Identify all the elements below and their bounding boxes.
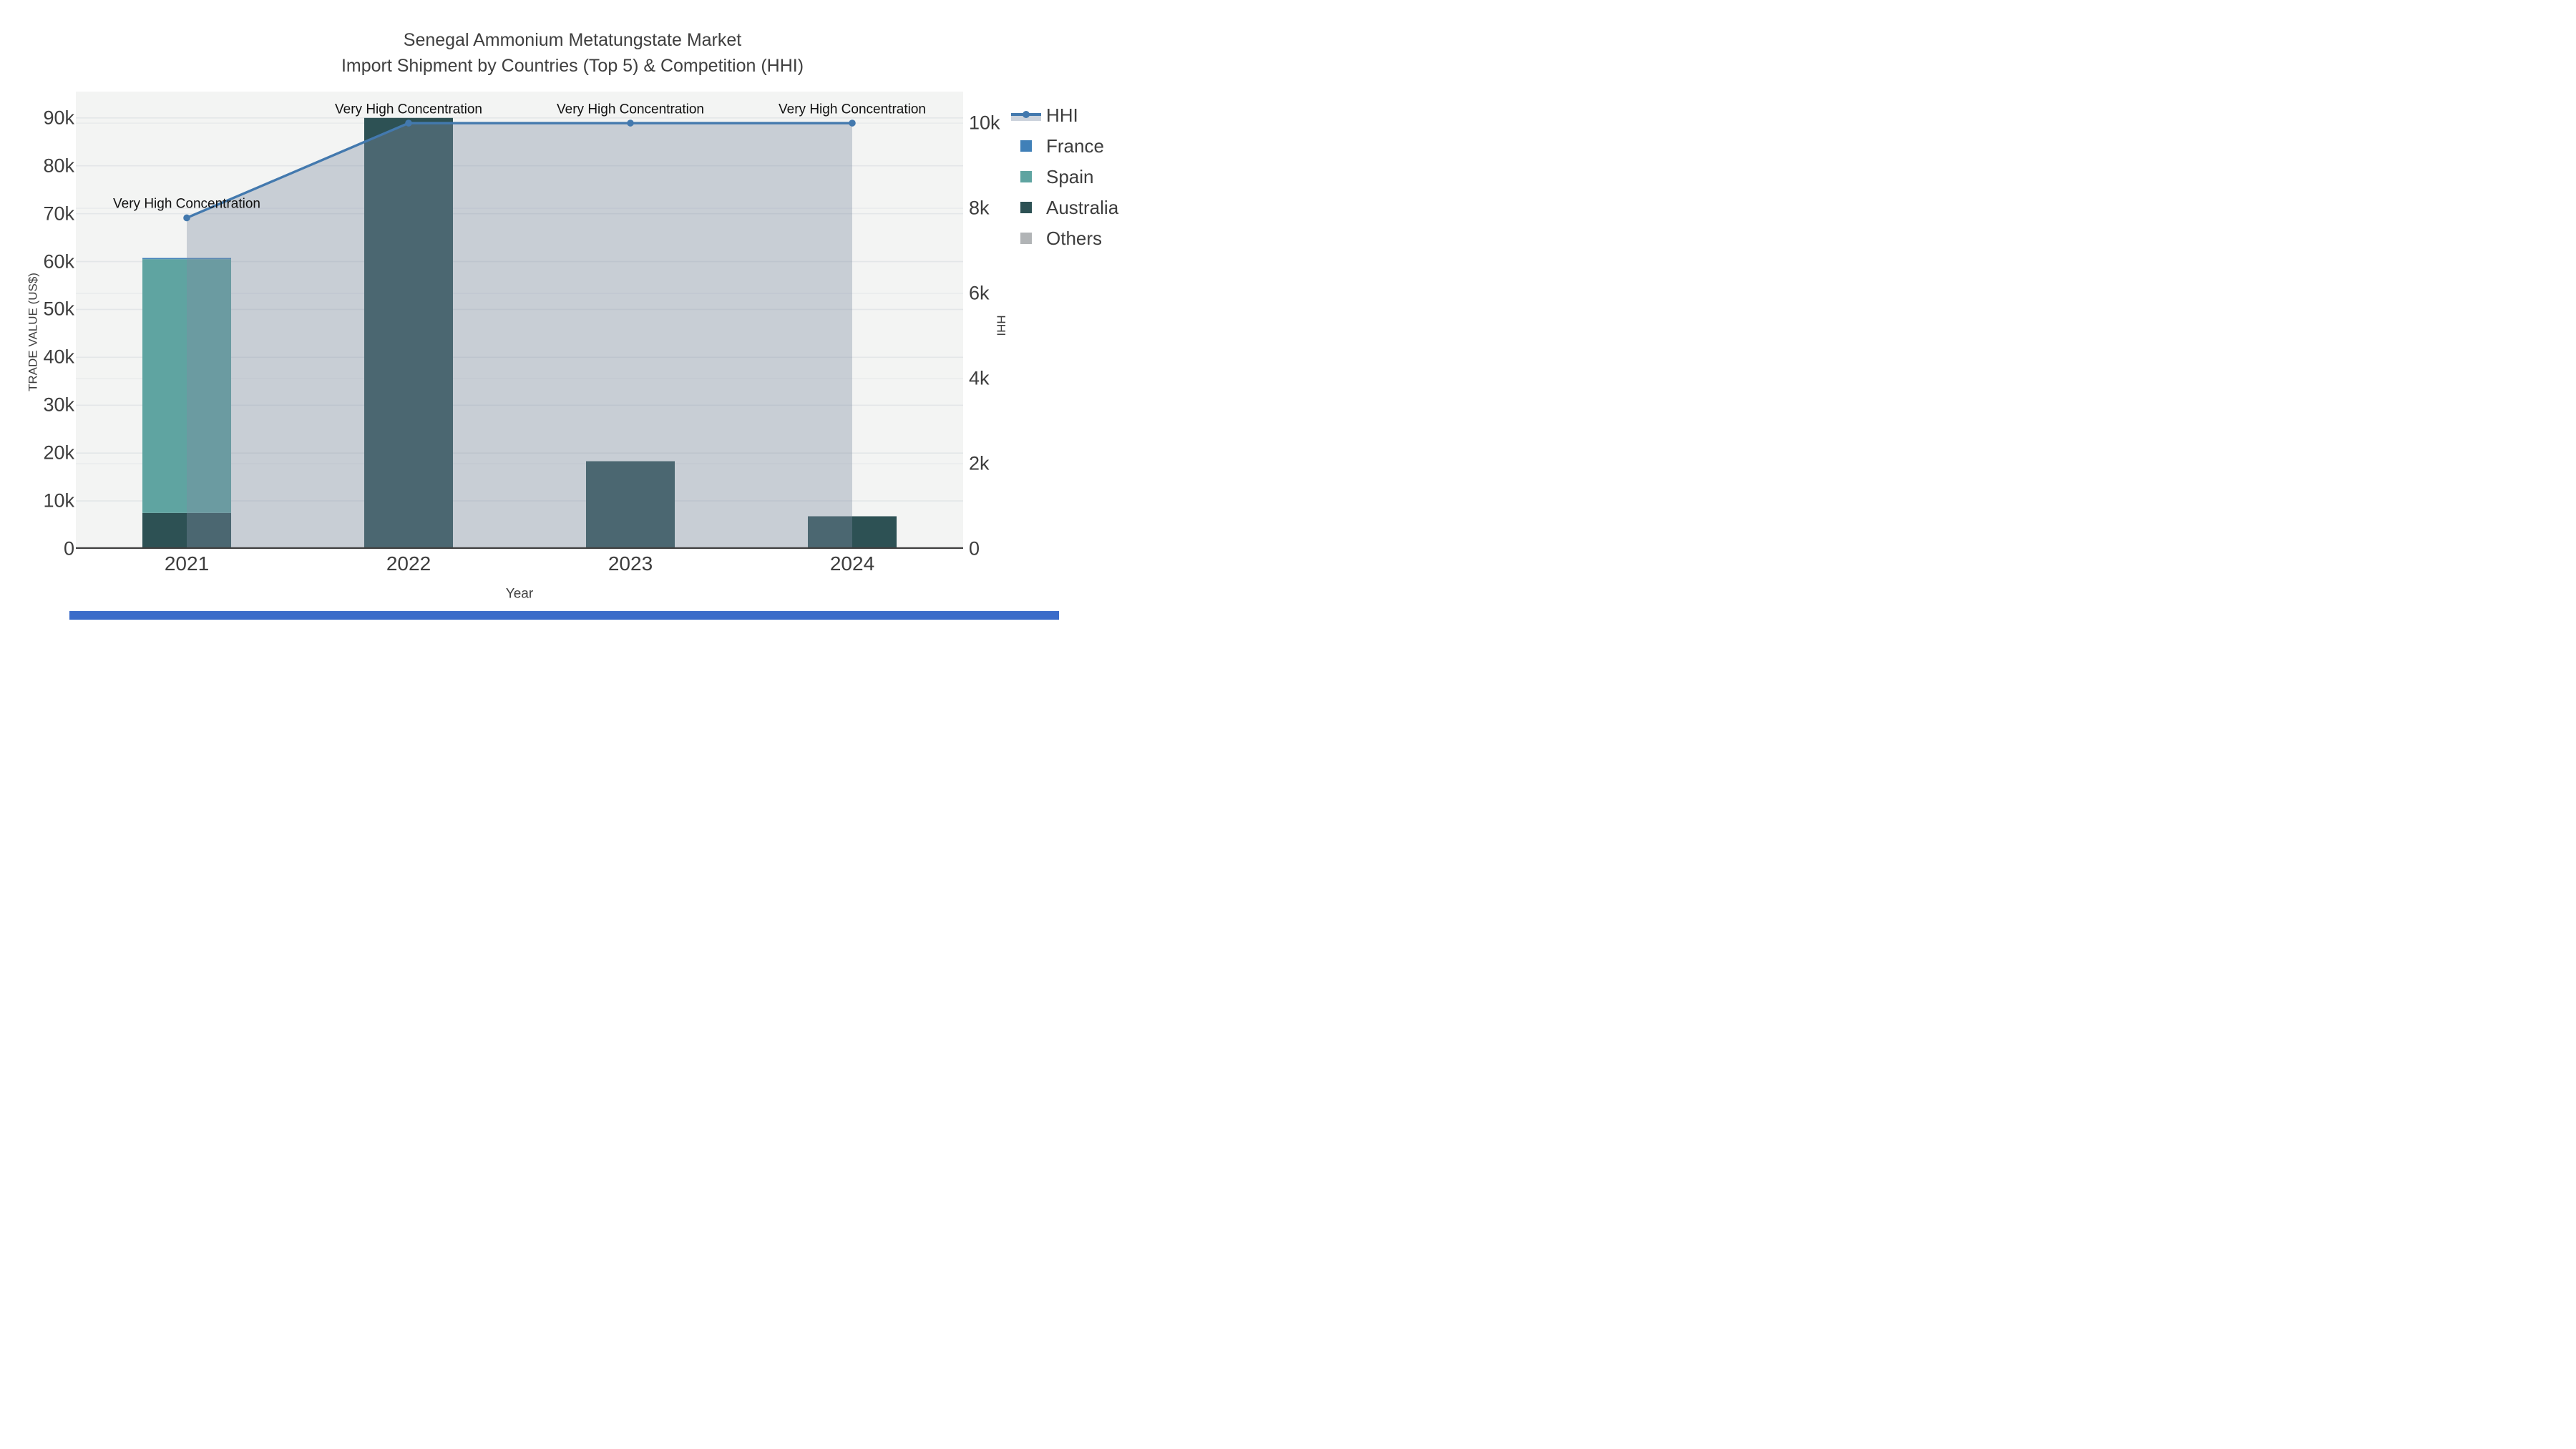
bar-australia-2023[interactable] [586,461,675,549]
france-color-swatch [1020,140,1032,152]
y-left-tick-label: 20k [43,441,74,464]
spain-swatch-icon [1011,170,1041,184]
bar-spain-2021[interactable] [142,259,231,513]
y-left-tick-label: 60k [43,250,74,273]
x-tick-label: 2024 [829,552,875,575]
y-right-tick-label: 0 [969,537,980,560]
y-right-tick-label: 4k [969,367,990,389]
y-left-tick-label: 50k [43,298,74,320]
x-tick-label: 2021 [164,552,210,575]
legend-label-spain: Spain [1046,165,1094,187]
x-axis-line [76,547,963,549]
y-right-axis-title: HHI [994,315,1008,336]
others-swatch-icon [1011,231,1041,245]
chart-title-line1: Senegal Ammonium Metatungstate Market [403,30,742,50]
legend-item-hhi[interactable]: HHI [1011,99,1118,130]
chart-title-line2: Import Shipment by Countries (Top 5) & C… [341,56,804,76]
bar-australia-2022[interactable] [364,117,453,549]
legend-item-australia[interactable]: Australia [1011,192,1118,223]
france-swatch-icon [1011,139,1041,153]
y-left-axis-title: TRADE VALUE (US$) [26,273,40,391]
bar-australia-2021[interactable] [142,512,231,549]
legend-label-france: France [1046,135,1104,157]
annotation-very-high-concentration: Very High Concentration [557,102,704,117]
legend-label-hhi: HHI [1046,104,1078,126]
bar-france-2021[interactable] [142,258,231,260]
legend-item-others[interactable]: Others [1011,223,1118,253]
figure: Senegal Ammonium Metatungstate Market Im… [0,0,1145,644]
y-left-tick-label: 40k [43,346,74,368]
hhi-area-fill [187,123,852,549]
legend: HHI France Spain Australia Others [1011,99,1118,253]
y-left-tick-label: 70k [43,203,74,225]
hhi-marker-2024[interactable] [849,119,856,127]
legend-item-france[interactable]: France [1011,130,1118,161]
y-left-tick-label: 80k [43,155,74,177]
annotation-very-high-concentration: Very High Concentration [779,102,926,117]
y-left-tick-label: 30k [43,394,74,416]
hhi-line-swatch-icon [1011,108,1041,122]
chart-title: Senegal Ammonium Metatungstate Market Im… [0,27,1145,79]
hhi-marker-2022[interactable] [405,119,412,127]
legend-item-spain[interactable]: Spain [1011,161,1118,192]
spain-color-swatch [1020,170,1032,182]
y-right-tick-label: 2k [969,452,990,474]
annotation-very-high-concentration: Very High Concentration [335,102,482,117]
x-tick-label: 2023 [608,552,653,575]
hhi-marker-2021[interactable] [183,214,190,222]
australia-color-swatch [1020,201,1032,213]
y-left-tick-label: 0 [63,537,74,560]
legend-label-australia: Australia [1046,196,1119,218]
bottom-accent-bar [69,611,1059,620]
hhi-area-swatch [1011,114,1041,121]
y-left-tick-label: 10k [43,489,74,512]
hhi-marker-swatch [1023,110,1030,118]
annotation-very-high-concentration: Very High Concentration [113,196,260,212]
chart-canvas [76,117,963,549]
bar-australia-2024[interactable] [808,516,897,549]
y-right-tick-label: 10k [969,112,1000,134]
x-tick-label: 2022 [386,552,431,575]
y-right-tick-label: 6k [969,282,990,304]
others-color-swatch [1020,232,1032,244]
legend-label-others: Others [1046,227,1103,249]
y-left-tick-label: 90k [43,107,74,129]
hhi-line [186,122,852,220]
y-right-tick-label: 8k [969,197,990,219]
hhi-marker-2023[interactable] [627,119,634,127]
australia-swatch-icon [1011,200,1041,215]
x-axis-title: Year [505,586,534,602]
